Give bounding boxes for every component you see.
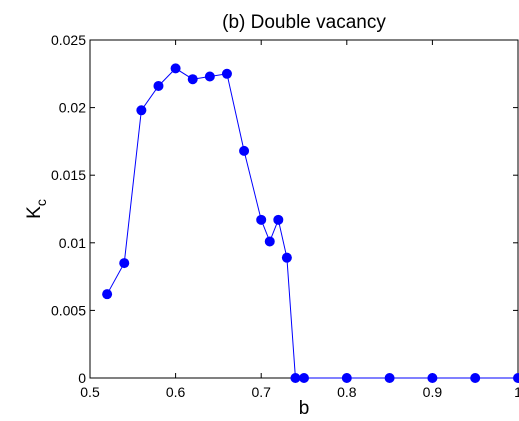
data-point	[170, 63, 181, 74]
data-point	[239, 145, 250, 156]
data-point	[273, 214, 284, 225]
y-axis-label-main: K	[24, 206, 45, 219]
series-line	[106, 67, 518, 379]
data-point	[204, 71, 215, 82]
y-tick-label: 0.02	[59, 100, 86, 116]
data-point	[299, 373, 309, 383]
data-point	[256, 214, 267, 225]
x-tick-label: 0.8	[337, 384, 357, 400]
data-point	[384, 373, 395, 383]
data-point	[264, 236, 275, 247]
chart-title: (b) Double vacancy	[222, 12, 386, 33]
data-point	[341, 373, 352, 383]
y-tick-label: 0.015	[51, 167, 86, 183]
data-point	[427, 373, 438, 383]
data-point	[102, 289, 113, 300]
series-layer	[102, 63, 519, 383]
data-point	[119, 258, 130, 269]
data-point	[290, 373, 301, 383]
data-point	[187, 74, 198, 85]
plot-area	[89, 39, 519, 379]
y-axis-label: Kc	[24, 199, 49, 219]
y-tick-label: 0.025	[51, 32, 86, 48]
data-point	[513, 373, 519, 383]
y-tick-label: 0.01	[59, 235, 86, 251]
x-axis-label: b	[299, 398, 310, 419]
y-tick-label: 0	[78, 370, 86, 386]
x-tick-label: 1	[514, 384, 519, 400]
x-axis-ticks: 0.5 0.6 0.7 0.8 0.9 1	[80, 40, 519, 400]
y-tick-label: 0.005	[51, 302, 86, 318]
y-axis-ticks: 0 0.005 0.01 0.015 0.02 0.025	[51, 32, 518, 386]
x-tick-label: 0.7	[251, 384, 271, 400]
y-axis-label-subscript: c	[33, 199, 49, 206]
x-tick-label: 0.5	[80, 384, 100, 400]
data-point	[153, 80, 164, 91]
data-point	[136, 105, 147, 116]
x-tick-label: 0.6	[166, 384, 186, 400]
data-point	[281, 252, 292, 263]
data-point	[221, 68, 232, 79]
data-point	[470, 373, 481, 383]
x-tick-label: 0.9	[423, 384, 443, 400]
